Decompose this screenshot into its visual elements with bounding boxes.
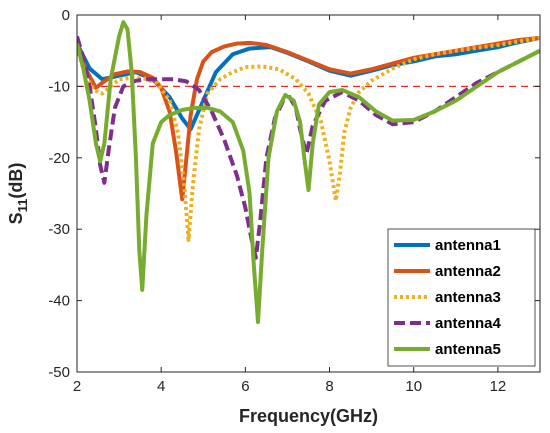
legend-label-antenna4: antenna4 <box>435 315 502 332</box>
y-tick-label: -10 <box>48 78 70 95</box>
legend-label-antenna1: antenna1 <box>435 237 501 254</box>
series-layer <box>77 20 540 325</box>
x-tick-label: 8 <box>325 378 333 395</box>
y-axis-label-main: S <box>6 212 26 224</box>
y-tick-label: -50 <box>48 364 70 381</box>
plot-frame <box>76 14 541 373</box>
x-tick-label: 4 <box>157 378 165 395</box>
y-axis-label-unit: (dB) <box>6 163 26 199</box>
legend-label-antenna2: antenna2 <box>435 263 501 280</box>
x-tick-label: 12 <box>490 378 507 395</box>
series-line-antenna5 <box>77 20 540 325</box>
series-line-antenna2 <box>77 35 540 202</box>
legend-label-antenna5: antenna5 <box>435 341 501 358</box>
x-tick-label: 6 <box>241 378 249 395</box>
legend: antenna1 antenna2 antenna3 antenna4 antenna5 <box>387 228 536 367</box>
y-tick-label: 0 <box>62 7 70 24</box>
y-tick-label: -40 <box>48 293 70 310</box>
legend-label-antenna3: antenna3 <box>435 289 501 306</box>
y-axis-label-subscript: 11 <box>15 199 30 213</box>
x-axis-label: Frequency(GHz) <box>239 406 378 426</box>
series-line-antenna4 <box>77 35 540 260</box>
x-tick-label: 10 <box>405 378 422 395</box>
y-axis-label: S11(dB) <box>6 163 30 225</box>
y-tick-label: -20 <box>48 150 70 167</box>
ticks-layer: 2 4 6 8 10 12 0 -10 -20 -30 -40 -50 <box>48 7 540 395</box>
y-tick-label: -30 <box>48 221 70 238</box>
x-tick-label: 2 <box>73 378 81 395</box>
